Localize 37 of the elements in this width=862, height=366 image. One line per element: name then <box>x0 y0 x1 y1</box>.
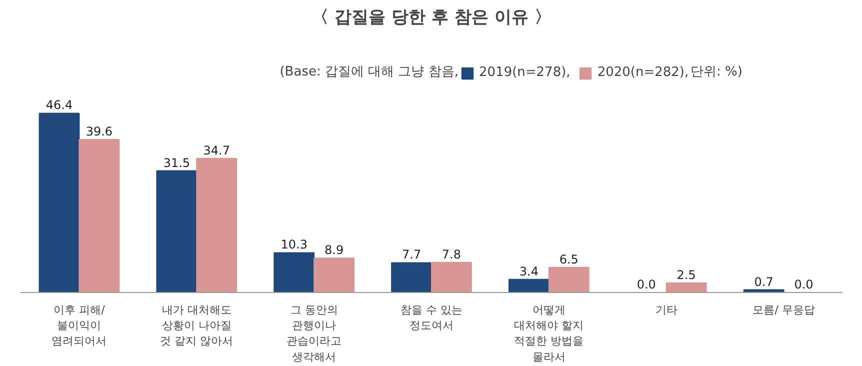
data-label: 0.0 <box>636 278 656 292</box>
chart-title: 〈 갑질을 당한 후 참은 이유 〉 <box>312 8 552 28</box>
bar <box>314 258 354 292</box>
data-label: 3.4 <box>519 264 539 278</box>
legend-label: 2020(n=282), <box>597 65 689 80</box>
bar <box>431 262 472 292</box>
data-label: 0.7 <box>754 274 774 289</box>
bar <box>38 112 80 292</box>
x-tick-label: 기타 <box>655 304 678 316</box>
data-label: 46.4 <box>46 98 73 112</box>
data-label: 10.3 <box>280 238 308 252</box>
data-label: 7.8 <box>442 247 462 262</box>
bar <box>391 262 432 292</box>
bar <box>548 266 590 292</box>
bar <box>666 282 707 292</box>
data-label: 34.7 <box>203 143 230 158</box>
x-tick-label: 내가 대처해도 상황이 나아질 것 같지 않아서 <box>160 304 234 348</box>
data-label: 8.9 <box>324 243 344 258</box>
data-label: 0.0 <box>794 278 814 292</box>
x-tick-label: 참을 수 있는 정도여서 <box>400 304 463 332</box>
x-tick-label: 어떻게 대처해야 할지 적절한 방법을 몰라서 <box>514 304 584 364</box>
data-label: 7.7 <box>402 248 422 262</box>
legend-label: 2019(n=278), <box>479 65 570 80</box>
data-label: 31.5 <box>163 156 190 170</box>
data-label: 2.5 <box>676 268 696 282</box>
x-tick-label: 이후 피해/ 불이익이 염려되어서 <box>52 304 107 348</box>
data-label: 6.5 <box>559 252 578 266</box>
bar <box>156 170 198 292</box>
bar <box>274 252 315 292</box>
bar <box>196 158 238 292</box>
x-tick-label: 그 동안의 관행이나 관습이라고 생각해서 <box>286 304 342 364</box>
x-tick-label: 모름/ 무응답 <box>752 304 815 316</box>
data-label: 39.6 <box>86 124 113 138</box>
text: 단위: %) <box>690 64 742 80</box>
bar <box>78 138 120 292</box>
bar <box>508 278 550 292</box>
chart-subtitle: (Base: 갑질에 대해 그냥 참음, <box>280 64 459 80</box>
